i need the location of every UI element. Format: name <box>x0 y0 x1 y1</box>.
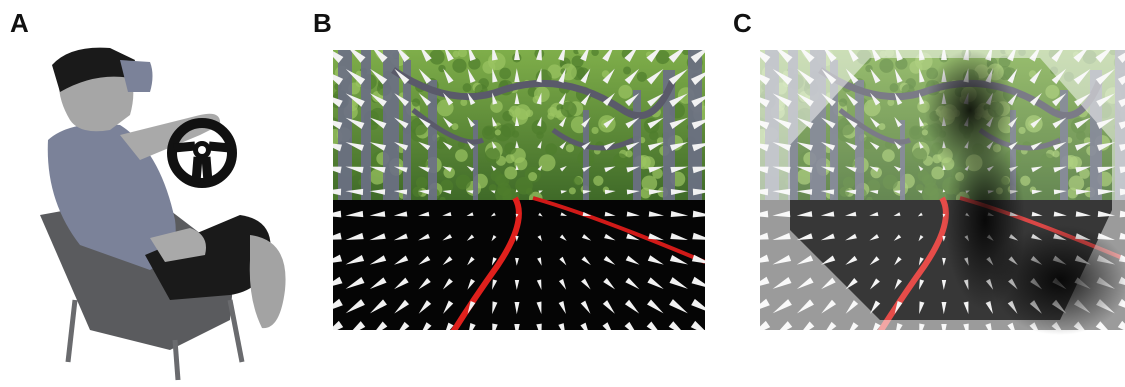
scene-optic-flow <box>321 42 712 338</box>
figure: A B C <box>0 0 1125 387</box>
vr-driver-illustration <box>40 48 286 380</box>
scene-occluded <box>748 42 1125 338</box>
panel-label: B <box>313 8 332 38</box>
panel-label: C <box>733 8 752 38</box>
panel-label: A <box>10 8 29 38</box>
